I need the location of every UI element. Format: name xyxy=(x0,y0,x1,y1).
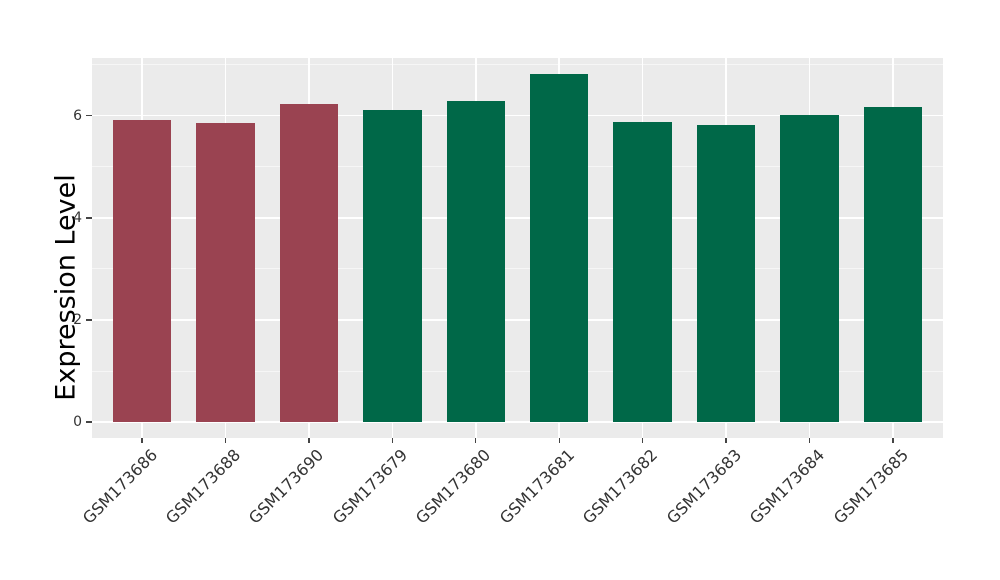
y-axis-title-text: Expression Level xyxy=(50,173,82,401)
bar-GSM173681 xyxy=(530,73,589,423)
y-gridline-major xyxy=(92,217,943,219)
y-tick-mark xyxy=(86,115,92,117)
y-gridline-major xyxy=(92,421,943,423)
x-tick-mark xyxy=(308,438,310,443)
x-tick-label-GSM173684: GSM173684 xyxy=(745,445,829,528)
bar-GSM173688 xyxy=(196,122,255,423)
x-tick-label-GSM173685: GSM173685 xyxy=(829,445,912,528)
x-tick-mark xyxy=(558,438,560,443)
x-tick-label-GSM173688: GSM173688 xyxy=(161,445,245,528)
y-gridline-minor xyxy=(92,268,943,270)
bar-GSM173683 xyxy=(696,124,756,423)
plot-panel xyxy=(92,58,943,438)
x-tick-mark xyxy=(475,438,477,443)
x-tick-mark xyxy=(641,438,644,443)
y-tick-mark xyxy=(86,319,92,321)
bar-GSM173682 xyxy=(613,122,672,423)
x-tick-label-GSM173680: GSM173680 xyxy=(412,445,495,528)
bar-GSM173684 xyxy=(780,115,839,423)
y-gridline-minor xyxy=(92,166,943,168)
y-gridline-minor xyxy=(92,370,943,372)
x-tick-label-GSM173690: GSM173690 xyxy=(245,445,328,528)
x-tick-label-GSM173681: GSM173681 xyxy=(495,445,578,528)
x-tick-mark xyxy=(224,438,227,443)
x-tick-mark xyxy=(141,438,143,443)
bar-GSM173679 xyxy=(363,110,422,423)
x-tick-label-GSM173682: GSM173682 xyxy=(579,445,662,528)
y-tick-label-0: 0 xyxy=(73,414,82,431)
bar-GSM173686 xyxy=(112,120,172,423)
x-tick-label-GSM173679: GSM173679 xyxy=(328,445,412,528)
y-tick-label-2: 2 xyxy=(73,312,82,329)
y-tick-mark xyxy=(86,217,92,219)
x-tick-mark xyxy=(808,438,811,443)
y-tick-label-6: 6 xyxy=(73,107,82,124)
x-tick-mark xyxy=(725,438,727,443)
y-gridline-major xyxy=(92,114,943,117)
bar-GSM173685 xyxy=(863,107,923,423)
x-tick-mark xyxy=(892,438,894,443)
y-gridline-major xyxy=(92,319,943,321)
bar-GSM173680 xyxy=(446,100,505,423)
bar-GSM173690 xyxy=(279,104,339,423)
y-gridline-minor xyxy=(92,64,943,66)
x-tick-label-GSM173683: GSM173683 xyxy=(662,445,745,528)
y-tick-mark xyxy=(86,421,92,423)
x-tick-mark xyxy=(391,438,394,443)
x-tick-label-GSM173686: GSM173686 xyxy=(78,445,161,528)
y-tick-label-4: 4 xyxy=(73,209,82,226)
